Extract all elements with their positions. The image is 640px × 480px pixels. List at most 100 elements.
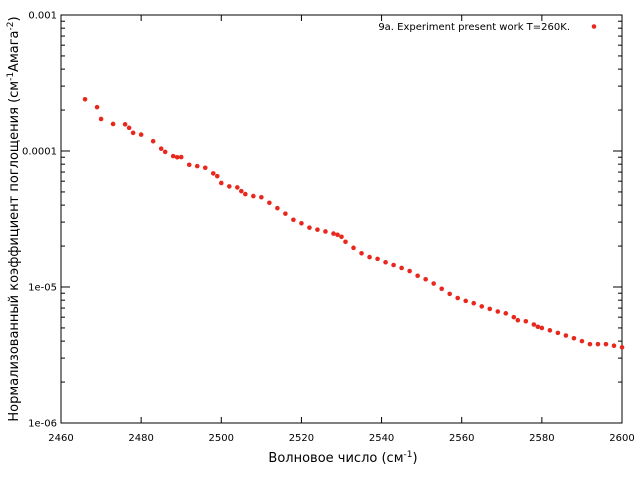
data-point [174, 154, 180, 160]
data-point [523, 318, 529, 324]
data-point [415, 273, 420, 279]
data-point [194, 163, 200, 169]
data-point [122, 122, 128, 127]
x-tick-label: 2560 [449, 433, 474, 444]
data-point [98, 116, 104, 122]
data-point [339, 234, 344, 240]
legend-label: 9a. Experiment present work T=260K. [378, 22, 570, 33]
data-point [359, 250, 364, 256]
data-point [138, 132, 144, 137]
data-point [619, 345, 625, 350]
data-point [186, 162, 192, 168]
x-axis-label-end: ) [412, 451, 417, 466]
data-point [463, 298, 469, 304]
data-point [439, 286, 444, 292]
data-point [307, 225, 312, 230]
legend: 9a. Experiment present work T=260K. [378, 22, 597, 33]
y-axis-label-mid: Амага [7, 30, 22, 71]
data-point [547, 328, 553, 333]
data-point [407, 268, 412, 274]
data-point [603, 341, 609, 347]
data-point [447, 291, 452, 297]
data-point [495, 309, 501, 314]
data-points [82, 96, 625, 350]
data-point [239, 188, 244, 194]
data-point [391, 262, 396, 268]
data-point [515, 317, 521, 323]
x-tick-label: 2520 [289, 433, 314, 444]
legend-marker [591, 24, 597, 29]
data-point [375, 256, 380, 262]
data-point [563, 333, 569, 338]
x-axis-label: Волновое число (см-1) [268, 450, 417, 466]
data-point [259, 194, 264, 200]
data-point [535, 324, 541, 330]
x-axis-label-sup: -1 [404, 450, 413, 460]
x-tick-label: 2580 [529, 433, 554, 444]
data-point [423, 276, 428, 282]
data-point [383, 259, 388, 265]
data-point [351, 245, 356, 251]
data-point [82, 96, 88, 102]
data-point [251, 193, 256, 199]
x-tick-label: 2500 [209, 433, 234, 444]
data-point [94, 104, 100, 110]
data-point [367, 254, 372, 260]
data-point [214, 173, 220, 179]
data-point [479, 304, 485, 309]
data-point [471, 300, 477, 306]
data-point [431, 281, 436, 286]
data-point [539, 325, 545, 331]
y-tick-label: 1e-06 [28, 419, 57, 430]
data-point [158, 146, 164, 151]
data-point [130, 130, 136, 136]
data-point [595, 341, 601, 347]
x-tick-label: 2540 [369, 433, 394, 444]
data-point [126, 125, 132, 131]
data-point [511, 314, 517, 320]
data-point [571, 335, 577, 341]
y-axis-label-end: ) [7, 16, 22, 21]
data-point [555, 330, 561, 336]
data-point [235, 185, 240, 190]
y-tick-label: 0.0001 [22, 147, 57, 158]
data-point [291, 217, 296, 223]
data-point [218, 180, 224, 186]
data-point [178, 154, 184, 160]
data-point [299, 221, 304, 226]
data-point [150, 138, 156, 144]
x-tick-label: 2480 [128, 433, 153, 444]
data-point [323, 229, 328, 234]
data-point [487, 306, 493, 312]
data-point [202, 165, 208, 171]
plot-area [60, 14, 623, 424]
data-point [455, 295, 461, 301]
data-point [343, 239, 348, 245]
data-point [579, 338, 585, 344]
y-axis-label-sup2: -2 [6, 21, 16, 30]
data-point [283, 211, 288, 216]
data-point [503, 311, 509, 316]
data-point [587, 341, 593, 347]
y-axis: 1e-06 1e-05 0.0001 0.001 [22, 11, 622, 430]
data-point [243, 191, 248, 197]
data-point [611, 343, 617, 349]
data-point [331, 231, 336, 236]
data-point [399, 265, 404, 271]
x-tick-label: 2460 [48, 433, 73, 444]
x-axis: 2460 2480 2500 2520 2540 2560 2580 2600 [48, 15, 635, 444]
y-axis-label: Нормализованный коэффициент поглощения (… [6, 16, 22, 421]
y-tick-label: 0.001 [28, 11, 57, 22]
data-point [162, 149, 168, 155]
data-point [227, 184, 232, 189]
data-point [267, 200, 272, 206]
data-point [531, 322, 537, 327]
data-point [110, 121, 116, 127]
data-point [315, 227, 320, 232]
data-point [335, 232, 340, 238]
data-point [170, 153, 176, 159]
data-point [275, 205, 280, 211]
y-axis-label-sup1: -1 [6, 72, 16, 81]
y-tick-label: 1e-05 [28, 283, 57, 294]
